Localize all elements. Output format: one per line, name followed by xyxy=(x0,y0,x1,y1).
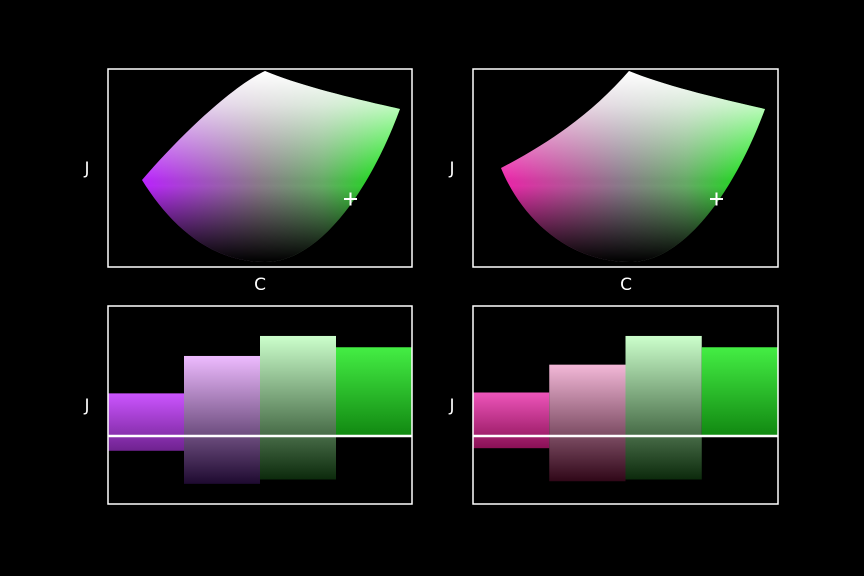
bar-panel-right xyxy=(473,335,778,482)
marker-plus-left xyxy=(344,192,357,206)
bar-1 xyxy=(108,393,184,451)
gamut-shading xyxy=(142,71,400,262)
ylabel-bottom-right: J xyxy=(448,396,454,416)
bar-4 xyxy=(701,347,778,436)
bar-2 xyxy=(184,355,260,484)
frame-top-right xyxy=(472,68,779,268)
bar-3 xyxy=(260,335,336,480)
frame-bottom-right xyxy=(472,305,779,505)
bar-3 xyxy=(625,335,702,480)
gamut-panel-left: J C xyxy=(83,68,413,295)
frame-bottom-left xyxy=(107,305,413,505)
gamut-panel-right: J C xyxy=(448,68,779,295)
ylabel-bottom-left: J xyxy=(83,396,89,416)
marker-plus-right xyxy=(710,192,723,206)
bar-4 xyxy=(336,347,412,436)
bar-2 xyxy=(549,364,626,482)
xlabel-top-right: C xyxy=(620,275,632,295)
frame-top-left xyxy=(107,68,413,268)
xlabel-top-left: C xyxy=(254,275,266,295)
ylabel-top-right: J xyxy=(448,159,454,179)
gamut-shading xyxy=(501,71,765,262)
bar-panel-left xyxy=(108,335,412,484)
ylabel-top-left: J xyxy=(83,159,89,179)
bar-1 xyxy=(473,392,550,449)
